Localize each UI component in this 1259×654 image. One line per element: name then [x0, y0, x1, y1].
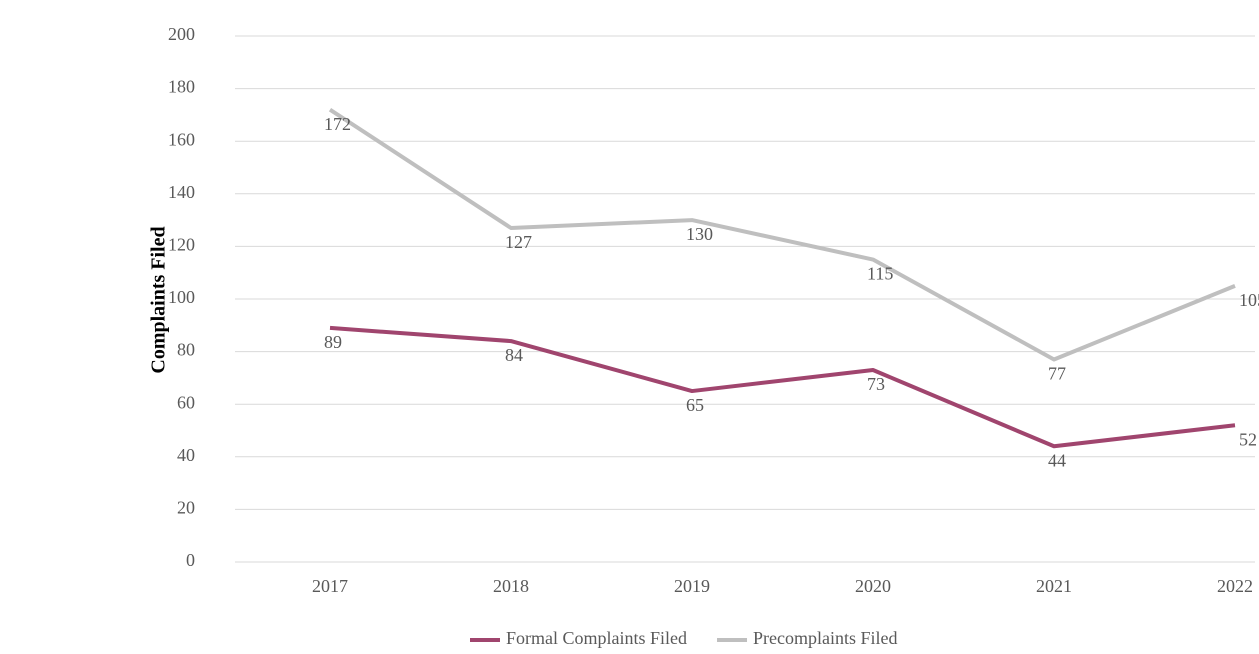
x-tick-label: 2017	[312, 576, 348, 596]
data-label: 77	[1048, 364, 1066, 384]
legend-label: Precomplaints Filed	[753, 628, 897, 648]
line-series	[329, 325, 1236, 449]
data-label: 105	[1239, 290, 1259, 310]
x-tick-label: 2021	[1036, 576, 1072, 596]
x-tick-label: 2019	[674, 576, 710, 596]
data-label: 65	[686, 395, 704, 415]
y-axis-title: Complaints Filed	[148, 226, 170, 373]
y-tick-label: 80	[177, 340, 195, 360]
y-tick-label: 200	[168, 24, 195, 44]
x-tick-label: 2022	[1217, 576, 1253, 596]
data-label: 44	[1048, 450, 1066, 470]
y-tick-label: 100	[168, 287, 195, 307]
data-label: 89	[324, 332, 342, 352]
data-label: 84	[505, 345, 523, 365]
data-label: 172	[324, 114, 351, 134]
y-tick-label: 40	[177, 445, 195, 465]
data-label: 52	[1239, 429, 1257, 449]
data-label: 130	[686, 224, 713, 244]
y-tick-label: 180	[168, 77, 195, 97]
x-tick-label: 2018	[493, 576, 529, 596]
y-tick-label: 140	[168, 182, 195, 202]
data-label: 127	[505, 232, 532, 252]
y-tick-label: 20	[177, 498, 195, 518]
y-tick-label: 60	[177, 392, 195, 412]
y-tick-label: 160	[168, 129, 195, 149]
legend-label: Formal Complaints Filed	[506, 628, 687, 648]
data-label: 115	[867, 264, 893, 284]
y-tick-label: 0	[186, 550, 195, 570]
data-label: 73	[867, 374, 885, 394]
y-tick-label: 120	[168, 235, 195, 255]
line-series	[328, 107, 1236, 362]
x-tick-label: 2020	[855, 576, 891, 596]
